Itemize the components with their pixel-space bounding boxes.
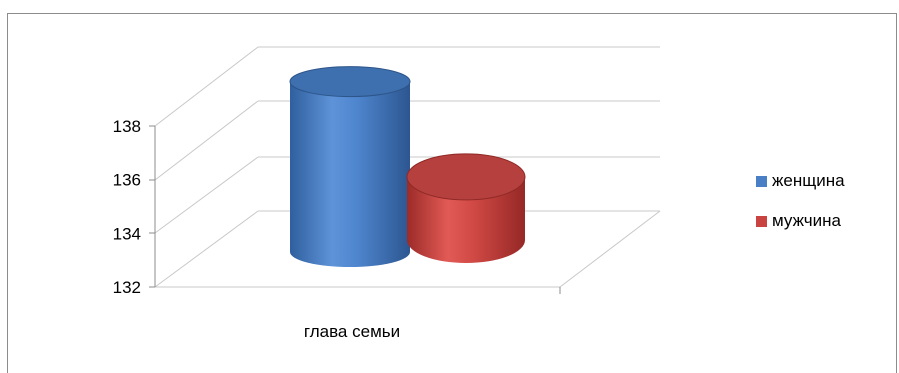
y-tick-labels: 132 134 136 138: [113, 117, 141, 297]
y-tick-label: 134: [113, 224, 141, 243]
bar-top-woman: [289, 66, 411, 98]
legend-label: мужчина: [772, 211, 841, 230]
legend-swatch: [756, 215, 767, 227]
bar-woman: [290, 81, 410, 267]
gridline: [154, 100, 259, 181]
bar-man: [407, 176, 525, 263]
legend-label: женщина: [772, 171, 845, 190]
legend-swatch: [756, 175, 767, 187]
chart-frame: [7, 13, 897, 373]
legend-item: женщина: [756, 161, 896, 201]
bar-top-man: [406, 153, 526, 201]
y-tick-label: 132: [113, 278, 141, 297]
y-tick-label: 138: [113, 117, 141, 136]
legend-item: мужчина: [756, 201, 896, 241]
gridline: [154, 46, 259, 127]
bars: [289, 66, 526, 267]
y-tick-label: 136: [113, 171, 141, 190]
legend: женщина мужчина: [756, 161, 896, 241]
gridline: [154, 156, 259, 234]
category-label: глава семьи: [304, 322, 400, 341]
gridline: [154, 210, 259, 288]
floor-edge: [559, 210, 661, 288]
